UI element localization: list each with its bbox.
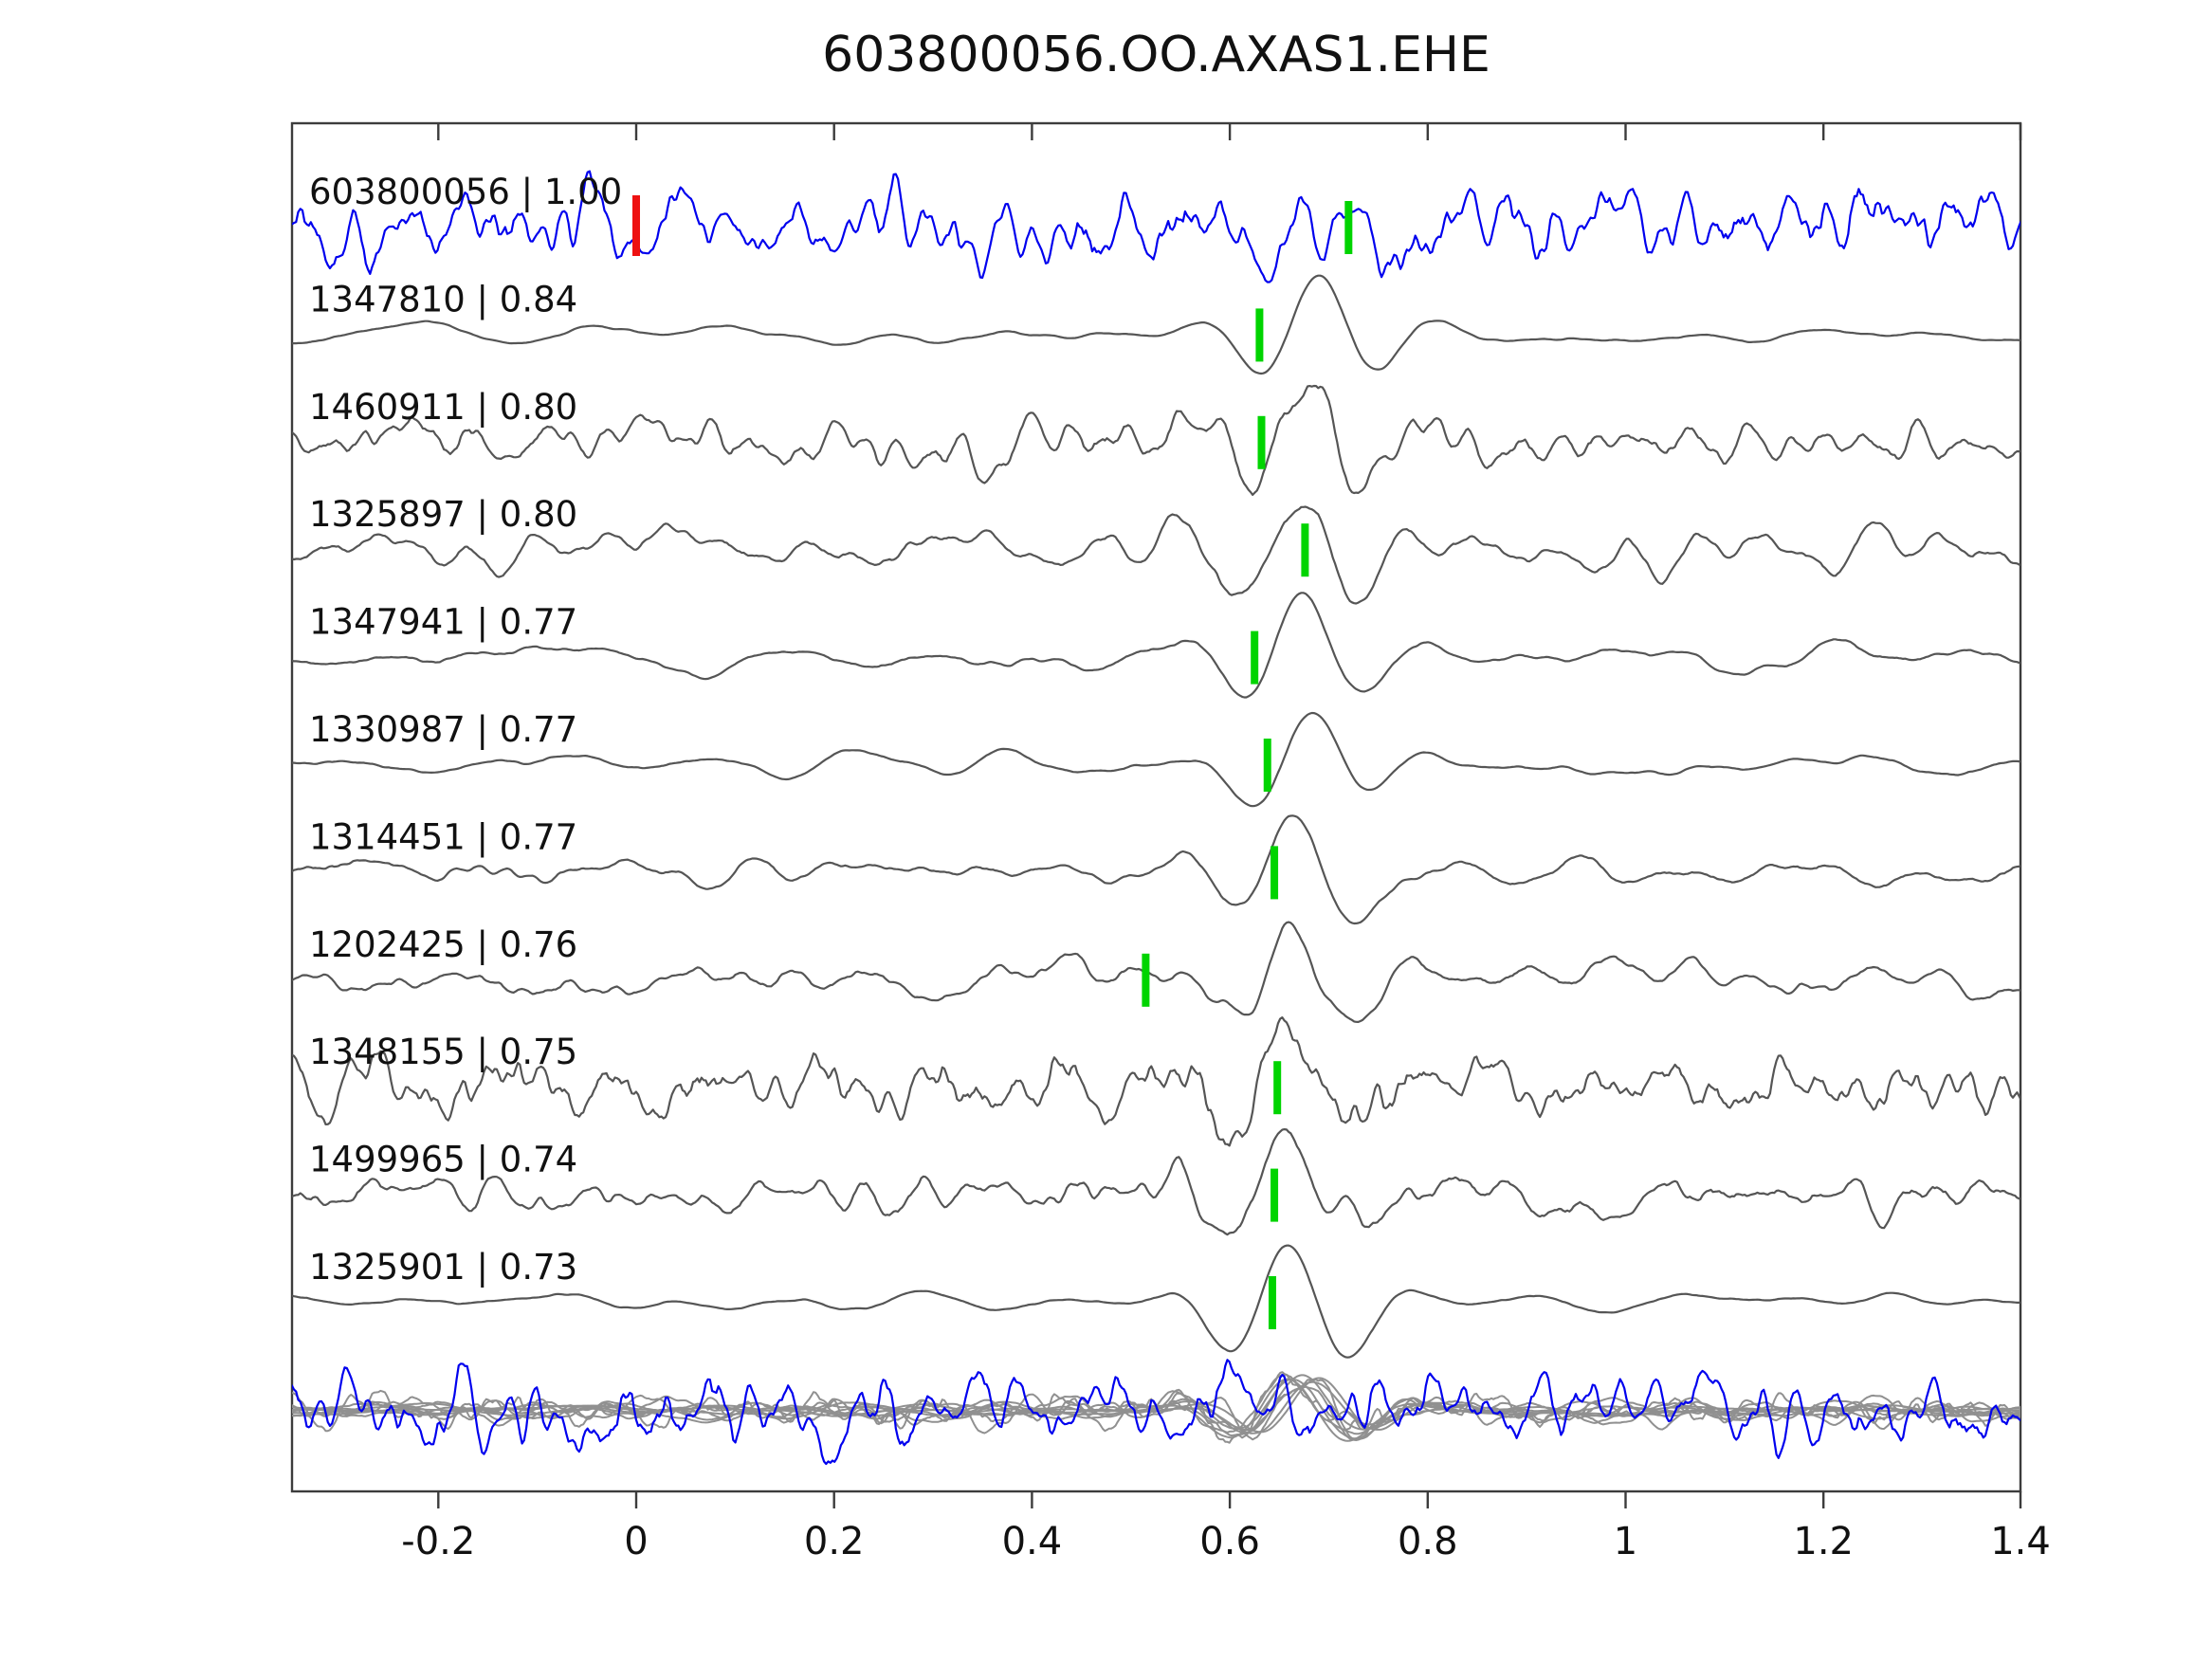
waveforms-group bbox=[292, 170, 2020, 1466]
x-tick-label: -0.2 bbox=[401, 1520, 475, 1563]
pick-marker-1325901 bbox=[1268, 1276, 1276, 1329]
trace-path-1314451 bbox=[292, 814, 2020, 925]
trace-label-1347810: 1347810 | 0.84 bbox=[309, 279, 577, 320]
trace-label-1330987: 1330987 | 0.77 bbox=[309, 709, 577, 750]
trace-label-1314451: 1314451 | 0.77 bbox=[309, 816, 577, 857]
pick-marker-603800056 bbox=[1344, 201, 1353, 254]
trace-label-1325901: 1325901 | 0.73 bbox=[309, 1247, 577, 1288]
trace-label-1348155: 1348155 | 0.75 bbox=[309, 1032, 577, 1072]
x-tick-label: 1.2 bbox=[1793, 1520, 1854, 1563]
trace-path-1348155 bbox=[292, 1015, 2020, 1147]
trace-path-1325901 bbox=[292, 1244, 2020, 1359]
pick-marker-1347941 bbox=[1251, 630, 1259, 685]
x-tick-label: 0.2 bbox=[804, 1520, 865, 1563]
x-tick-label: 1.4 bbox=[1990, 1520, 2051, 1563]
trace-path-1347810 bbox=[292, 274, 2020, 375]
pick-marker-1314451 bbox=[1271, 846, 1279, 900]
x-tick-label: 0.6 bbox=[1199, 1520, 1260, 1563]
trace-label-603800056: 603800056 | 1.00 bbox=[309, 172, 622, 212]
pick-marker-1348155 bbox=[1273, 1061, 1282, 1115]
pick-marker-1347810 bbox=[1255, 308, 1264, 362]
trace-path-1460911 bbox=[292, 384, 2020, 497]
trace-label-1202425: 1202425 | 0.76 bbox=[309, 924, 577, 965]
trace-label-1347941: 1347941 | 0.77 bbox=[309, 602, 577, 643]
trace-path-1202425 bbox=[292, 921, 2020, 1024]
trace-label-1499965: 1499965 | 0.74 bbox=[309, 1140, 577, 1180]
x-tick-label: 0.8 bbox=[1398, 1520, 1458, 1563]
overlay-trace-1347941 bbox=[292, 1374, 2020, 1435]
trace-label-1325897: 1325897 | 0.80 bbox=[309, 494, 577, 535]
trace-label-1460911: 1460911 | 0.80 bbox=[309, 387, 577, 428]
overlay-template-trace bbox=[292, 1359, 2020, 1466]
x-tick-label: 1 bbox=[1614, 1520, 1637, 1563]
pick-marker-1499965 bbox=[1271, 1168, 1279, 1222]
origin-marker-603800056 bbox=[632, 195, 640, 256]
pick-marker-1460911 bbox=[1257, 415, 1266, 469]
chart-title: 603800056.OO.AXAS1.EHE bbox=[822, 27, 1490, 83]
trace-path-1330987 bbox=[292, 711, 2020, 808]
pick-marker-1330987 bbox=[1263, 739, 1271, 792]
pick-marker-1202425 bbox=[1142, 953, 1150, 1007]
x-tick-label: 0 bbox=[624, 1520, 648, 1563]
pick-marker-1325897 bbox=[1301, 523, 1309, 577]
trace-path-1499965 bbox=[292, 1127, 2020, 1236]
trace-path-1325897 bbox=[292, 505, 2020, 605]
trace-path-1347941 bbox=[292, 592, 2020, 699]
x-tick-label: 0.4 bbox=[1002, 1520, 1063, 1563]
plot-border bbox=[290, 121, 2022, 1493]
trace-path-603800056 bbox=[292, 170, 2020, 283]
